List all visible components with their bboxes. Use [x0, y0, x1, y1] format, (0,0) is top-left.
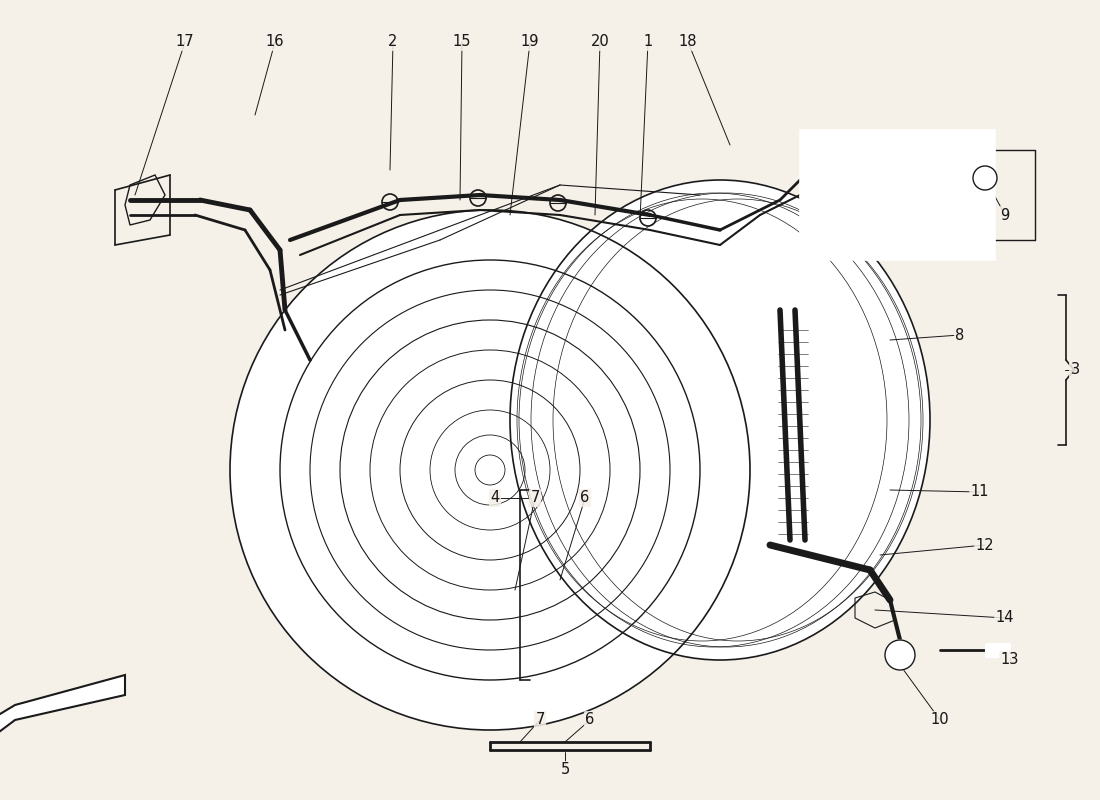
Text: 6: 6 [581, 490, 590, 506]
Text: 7: 7 [536, 713, 544, 727]
Text: 5: 5 [560, 762, 570, 778]
Text: 16: 16 [266, 34, 284, 50]
Circle shape [230, 210, 750, 730]
Circle shape [886, 640, 915, 670]
Text: 4: 4 [491, 490, 499, 506]
Bar [984, 643, 1010, 657]
Text: 8: 8 [956, 327, 965, 342]
Text: 9: 9 [1000, 207, 1010, 222]
Text: 15: 15 [453, 34, 471, 50]
Text: 7: 7 [530, 490, 540, 506]
Text: 10: 10 [931, 713, 949, 727]
Text: 10: 10 [931, 713, 949, 727]
Text: 4: 4 [491, 490, 499, 506]
Text: 2: 2 [388, 34, 398, 50]
Text: 20: 20 [591, 34, 609, 50]
Text: 13: 13 [1001, 653, 1020, 667]
Circle shape [974, 166, 997, 190]
Text: 17: 17 [176, 34, 195, 50]
Text: 14: 14 [996, 610, 1014, 626]
Text: 20: 20 [591, 34, 609, 50]
Text: 1: 1 [644, 34, 652, 50]
Text: 6: 6 [581, 490, 590, 506]
Text: 3: 3 [1070, 362, 1079, 378]
Text: 11: 11 [970, 485, 989, 499]
Text: 6: 6 [585, 713, 595, 727]
Bar [800, 130, 996, 260]
Text: 2: 2 [388, 34, 398, 50]
Text: 5: 5 [560, 762, 570, 778]
Text: 6: 6 [585, 713, 595, 727]
Polygon shape [0, 675, 125, 735]
Text: 7: 7 [530, 490, 540, 506]
Text: 14: 14 [996, 610, 1014, 626]
Text: 16: 16 [266, 34, 284, 50]
Text: 11: 11 [970, 485, 989, 499]
Text: 18: 18 [679, 34, 697, 50]
Text: 13: 13 [1001, 653, 1020, 667]
Text: 3: 3 [1070, 362, 1079, 378]
Text: 12: 12 [976, 538, 994, 553]
Text: 7: 7 [536, 713, 544, 727]
Text: 12: 12 [976, 538, 994, 553]
Text: 17: 17 [176, 34, 195, 50]
Text: 15: 15 [453, 34, 471, 50]
Text: 9: 9 [1000, 207, 1010, 222]
Text: 19: 19 [520, 34, 539, 50]
Text: 18: 18 [679, 34, 697, 50]
Text: 19: 19 [520, 34, 539, 50]
Text: 1: 1 [644, 34, 652, 50]
Text: 8: 8 [956, 327, 965, 342]
Ellipse shape [510, 180, 930, 660]
